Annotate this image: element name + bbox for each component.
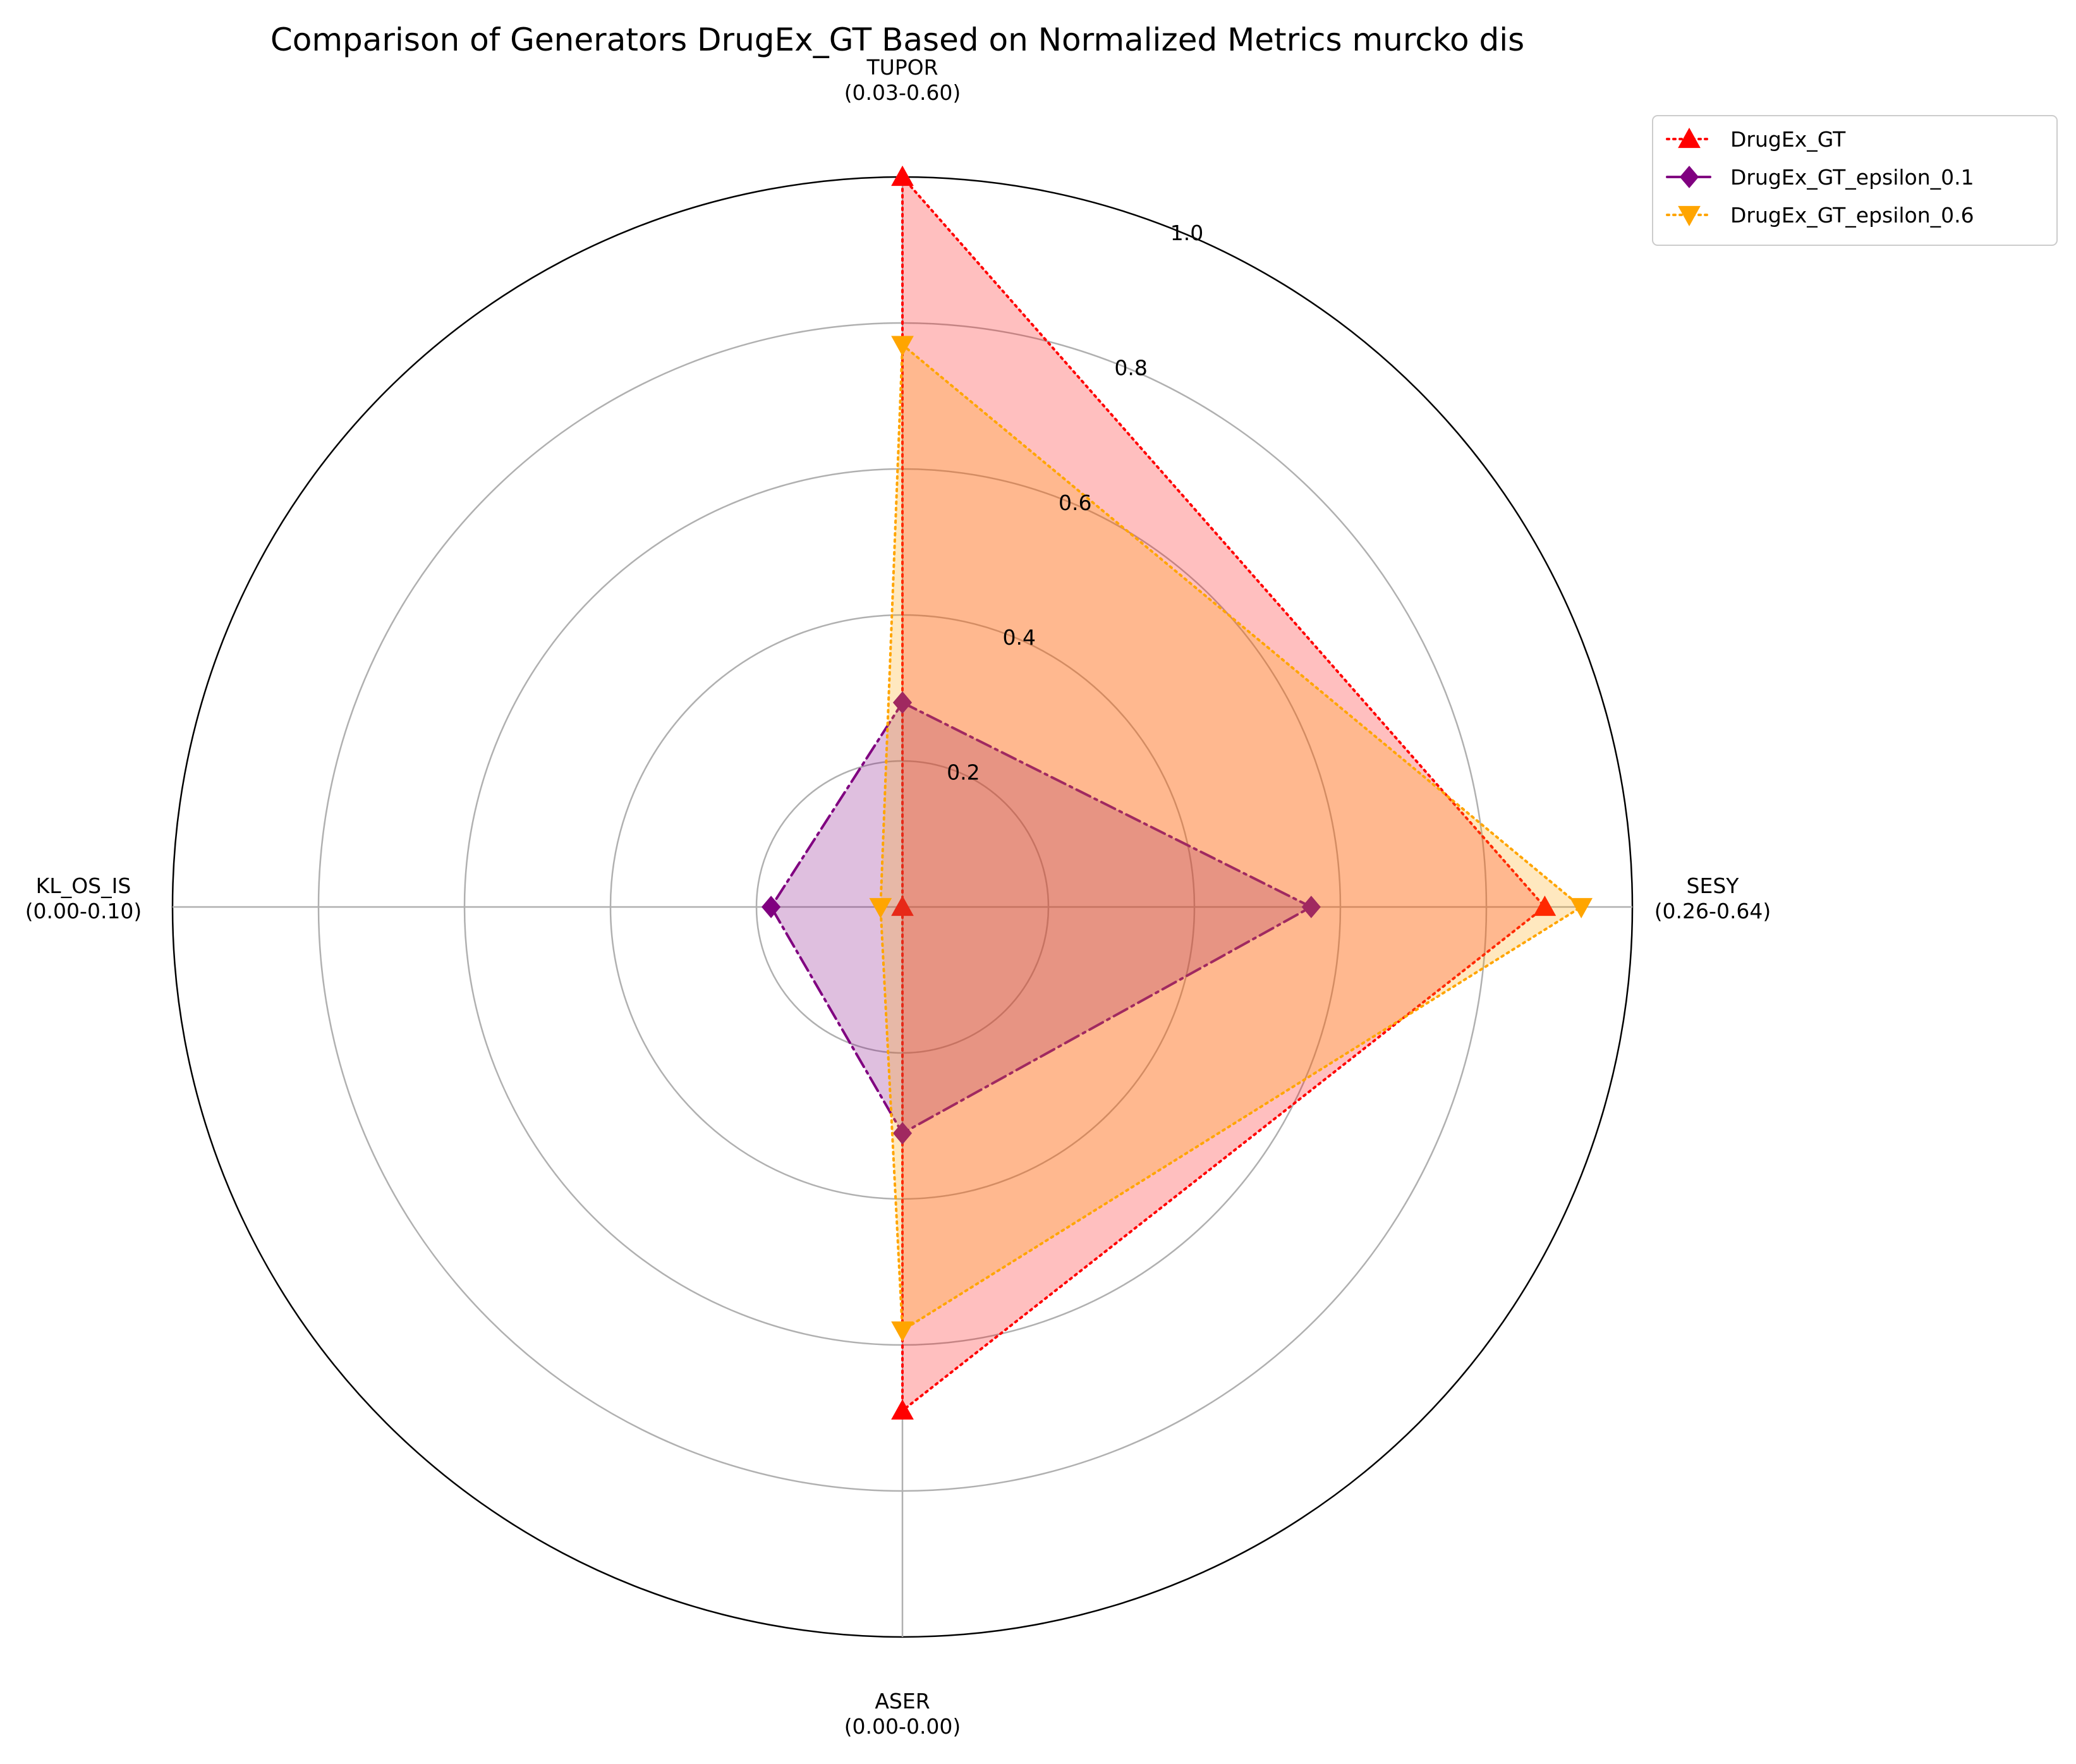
data-point-tupor	[891, 336, 914, 356]
chart-title: Comparison of Generators DrugEx_GT Based…	[270, 21, 1524, 58]
data-point-aser	[891, 1399, 914, 1420]
data-point-kl_os_is	[869, 897, 892, 919]
axis-label-kl_os_is: KL_OS_IS	[36, 873, 131, 898]
axis-range-tupor: (0.03-0.60)	[844, 80, 961, 105]
axis-label-sesy: SESY	[1687, 873, 1740, 898]
legend-marker	[1679, 166, 1699, 188]
series-0	[891, 165, 1557, 1420]
legend-label: DrugEx_GT_epsilon_0.1	[1730, 165, 1974, 190]
series-fill	[771, 702, 1311, 1133]
legend-marker	[1678, 205, 1701, 227]
radial-tick-label: 0.6	[1059, 490, 1091, 515]
radial-tick-label: 0.2	[947, 760, 980, 785]
legend-box	[1652, 115, 2058, 246]
series-fill	[880, 344, 1582, 1330]
radial-tick-labels: 0.2 0.4 0.6 0.8 1.0	[947, 221, 1203, 785]
data-point-tupor	[891, 165, 914, 186]
axis-label-tupor: TUPOR	[866, 55, 938, 80]
data-point-tupor	[892, 691, 913, 714]
data-point-sesy	[1301, 896, 1321, 918]
data-point-aser	[891, 1321, 914, 1342]
data-point-sesy	[1533, 895, 1557, 916]
data-point-kl_os_is	[761, 896, 781, 918]
legend-entry: DrugEx_GT_epsilon_0.6	[1666, 203, 1974, 228]
legend-entry: DrugEx_GT_epsilon_0.1	[1666, 165, 1974, 190]
data-point-kl_os_is	[891, 895, 914, 916]
series-1	[761, 691, 1321, 1145]
axis-range-aser: (0.00-0.00)	[844, 1714, 961, 1739]
radial-tick-label: 1.0	[1170, 221, 1203, 245]
legend-label: DrugEx_GT_epsilon_0.6	[1730, 203, 1974, 228]
data-point-aser	[892, 1122, 913, 1145]
legend-entry: DrugEx_GT	[1666, 127, 1846, 152]
radial-tick-label: 0.8	[1114, 355, 1147, 380]
axis-labels: TUPOR(0.03-0.60)SESY(0.26-0.64)ASER(0.00…	[25, 55, 1771, 1739]
axis-label-aser: ASER	[875, 1689, 930, 1713]
series-fill	[902, 177, 1545, 1411]
series-2	[869, 336, 1593, 1342]
axis-range-sesy: (0.26-0.64)	[1654, 899, 1771, 923]
legend-marker	[1678, 127, 1701, 149]
legend-label: DrugEx_GT	[1730, 127, 1846, 152]
series-layer	[761, 165, 1593, 1420]
axis-range-kl_os_is: (0.00-0.10)	[25, 899, 142, 923]
radial-tick-label: 0.4	[1003, 625, 1036, 650]
legend: DrugEx_GT DrugEx_GT_epsilon_0.1 DrugEx_GT_…	[1652, 115, 2058, 246]
data-point-sesy	[1570, 897, 1593, 919]
